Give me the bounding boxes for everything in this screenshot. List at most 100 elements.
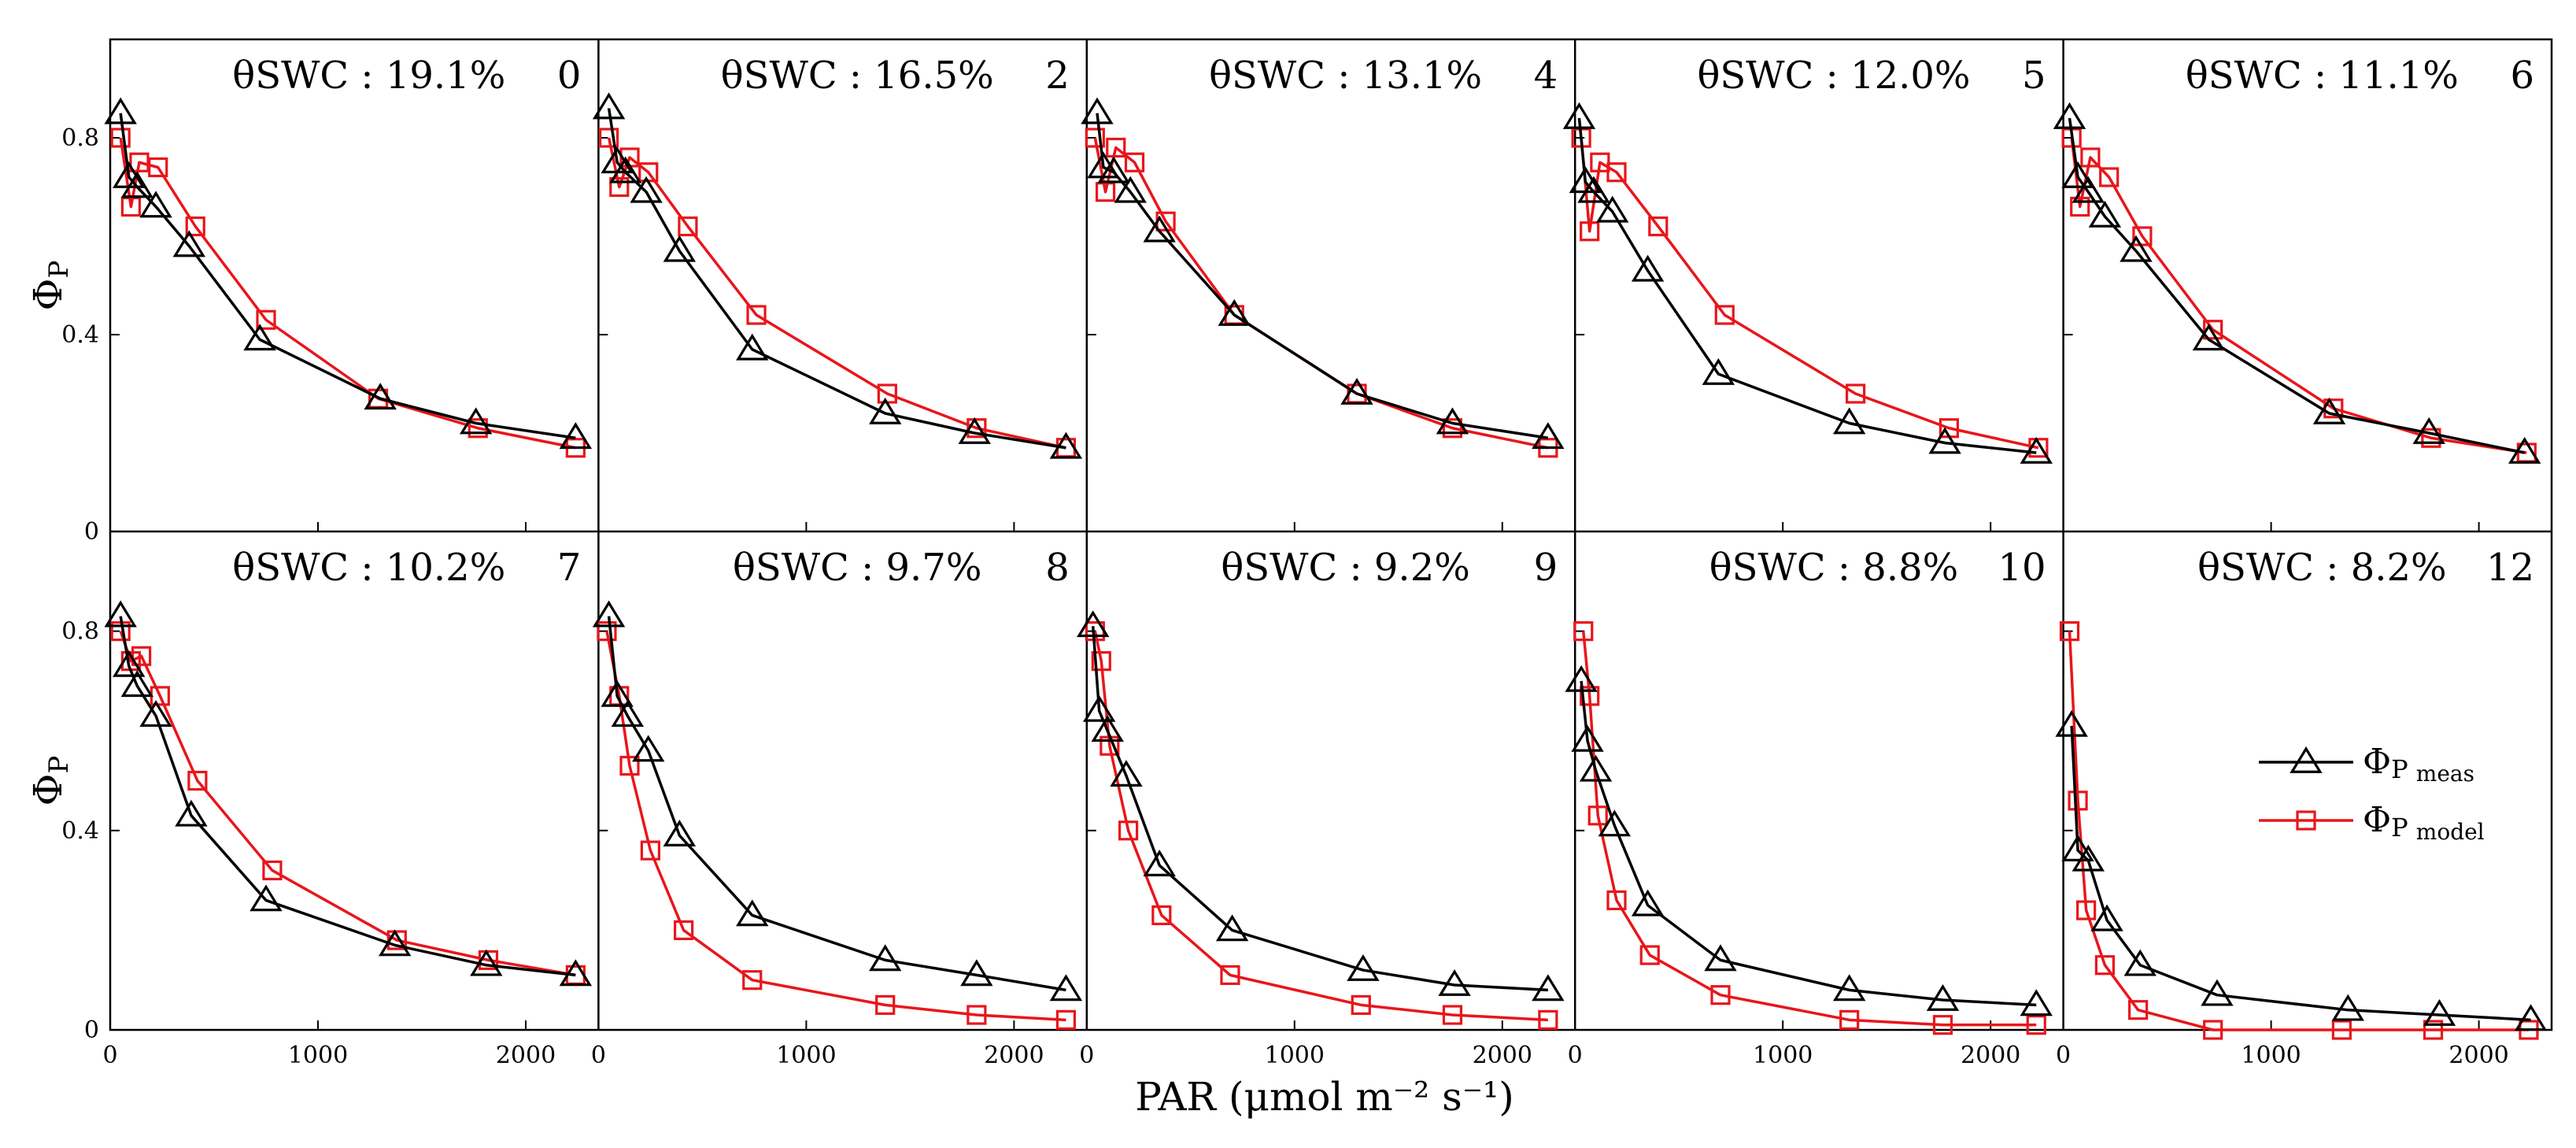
marker-triangle	[1097, 156, 1130, 183]
marker-triangle	[630, 176, 663, 203]
marker-square	[148, 157, 168, 178]
marker-square	[2331, 1020, 2352, 1040]
marker-square	[1580, 686, 1600, 706]
x-tick-label: 0	[1079, 1042, 1094, 1069]
marker-triangle	[1436, 407, 1469, 435]
x-axis-label: PAR (μmol m⁻² s⁻¹)	[1135, 1074, 1513, 1120]
marker-triangle	[1579, 754, 1613, 782]
marker-triangle	[2201, 979, 2234, 1006]
marker-square	[1710, 985, 1731, 1005]
marker-square	[609, 176, 630, 198]
x-tick-label: 1000	[1265, 1042, 1325, 1069]
marker-triangle	[960, 959, 993, 987]
panel-title: θSWC : 11.1%	[2186, 54, 2459, 98]
marker-triangle	[1631, 254, 1665, 282]
panel-title: θSWC : 10.2%	[232, 546, 505, 590]
marker-triangle	[1438, 968, 1471, 996]
marker-triangle	[470, 949, 503, 976]
y-axis-label-subscript: P	[43, 756, 75, 774]
y-tick-label: 0	[84, 518, 99, 546]
marker-triangle	[1218, 298, 1251, 326]
marker-square	[1351, 994, 1371, 1015]
marker-square	[1639, 945, 1660, 965]
chart-panel-6: θSWC : 11.1% 6	[2053, 54, 2541, 531]
chart-panel-8: 0 1000 2000 θSWC : 9.7% 8	[591, 546, 1083, 1069]
panel-day-number: 8	[1045, 546, 1070, 590]
marker-triangle	[1049, 431, 1083, 459]
marker-triangle	[2055, 709, 2088, 737]
marker-square	[2296, 810, 2316, 831]
x-tick-label: 1000	[2241, 1042, 2301, 1069]
chart-panel-5: θSWC : 12.0% 5	[1562, 54, 2053, 531]
marker-triangle	[1704, 944, 1737, 972]
series-line-meas	[1096, 113, 1549, 439]
marker-square	[1580, 221, 1600, 242]
marker-square	[2203, 320, 2223, 340]
marker-triangle	[632, 735, 665, 762]
marker-triangle	[958, 417, 991, 444]
marker-triangle	[2072, 176, 2105, 203]
marker-triangle	[243, 324, 276, 351]
series-line-model	[1582, 631, 2037, 1027]
marker-square	[1106, 137, 1126, 158]
marker-triangle	[2290, 746, 2323, 773]
marker-triangle	[1832, 974, 1866, 1002]
series-line-model	[1093, 137, 1549, 450]
marker-triangle	[736, 899, 769, 927]
chart-panel-4: θSWC : 13.1% 4	[1081, 54, 1565, 531]
marker-triangle	[120, 670, 154, 698]
marker-square	[2076, 900, 2097, 920]
marker-triangle	[104, 600, 137, 628]
marker-triangle	[2120, 235, 2153, 262]
series-line-meas	[607, 108, 1066, 450]
series-line-model	[1093, 631, 1548, 1022]
series-line-model	[1580, 137, 2039, 450]
legend-subscript: model	[2416, 819, 2485, 845]
marker-square	[742, 970, 763, 991]
marker-triangle	[459, 407, 493, 435]
marker-triangle	[2192, 324, 2226, 351]
y-axis-label-symbol: Φ	[25, 278, 71, 310]
marker-triangle	[1347, 954, 1380, 981]
marker-square	[1714, 305, 1735, 325]
y-axis-label: ΦP	[25, 261, 75, 311]
marker-triangle	[592, 600, 626, 628]
series-line-model	[605, 631, 1066, 1022]
x-tick-label: 0	[102, 1042, 117, 1069]
y-tick-label: 0	[84, 1017, 99, 1044]
marker-triangle	[559, 959, 593, 987]
y-tick-label: 0.8	[61, 618, 99, 646]
marker-square	[746, 305, 767, 325]
series-line-meas	[119, 616, 576, 977]
marker-triangle	[2090, 904, 2123, 931]
panel-day-number: 6	[2510, 54, 2534, 98]
series-line-meas	[2070, 725, 2531, 1022]
marker-square	[131, 646, 152, 666]
x-tick-label: 2000	[2448, 1042, 2508, 1069]
marker-triangle	[1598, 809, 1632, 837]
marker-square	[1055, 1009, 1077, 1030]
marker-triangle	[592, 92, 626, 120]
marker-square	[640, 840, 661, 861]
marker-triangle	[175, 799, 208, 827]
marker-square	[966, 1005, 987, 1025]
marker-square	[185, 216, 205, 237]
marker-triangle	[2053, 102, 2086, 129]
marker-square	[2026, 1015, 2046, 1035]
panel-title: θSWC : 19.1%	[232, 54, 505, 98]
chart-panel-12: 0 1000 2000 θSWC : 8.2% 12	[2055, 546, 2548, 1069]
marker-triangle	[139, 700, 172, 728]
marker-triangle	[249, 884, 283, 912]
marker-square	[1932, 1015, 1953, 1035]
chart-panel-7: 0 0.4 0.8 0 1000 2000 θSWC : 10.2% 7	[61, 546, 593, 1069]
marker-triangle	[113, 650, 146, 677]
x-tick-label: 0	[1568, 1042, 1583, 1069]
series-line-meas	[1091, 626, 1548, 992]
marker-triangle	[2123, 949, 2157, 976]
x-tick-label: 0	[591, 1042, 606, 1069]
marker-square	[1085, 128, 1105, 148]
y-axis-label-subscript: P	[43, 261, 75, 279]
x-tick-label: 2000	[496, 1042, 556, 1069]
